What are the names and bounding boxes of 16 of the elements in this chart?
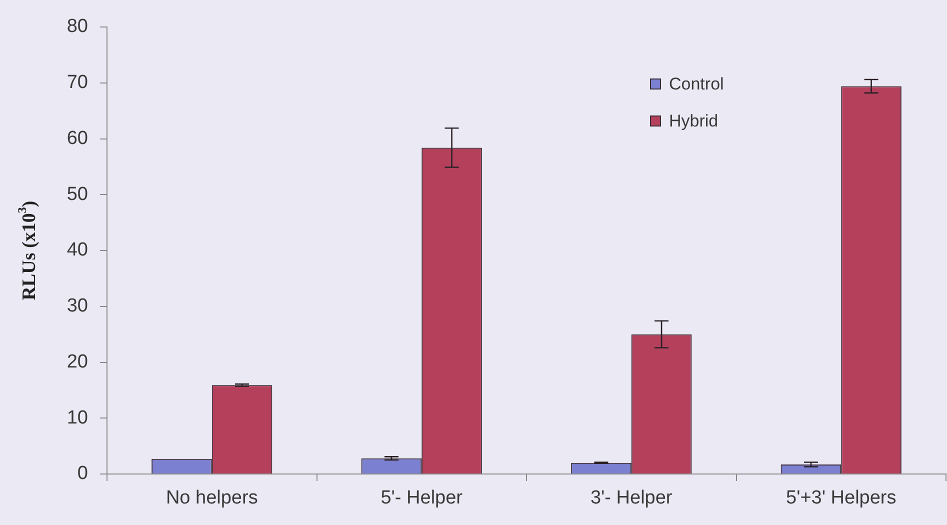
legend-label: Hybrid <box>669 112 718 131</box>
y-tick-label: 70 <box>66 72 88 94</box>
y-tick-label: 30 <box>66 296 88 317</box>
x-tick-label: No helpers <box>166 488 258 509</box>
y-tick-label: 40 <box>66 240 88 261</box>
legend-label: Control <box>669 74 724 94</box>
x-tick-label: 5'+3' Helpers <box>786 488 896 509</box>
y-tick-label: 20 <box>66 351 88 372</box>
y-axis-title: RLUs (x103) <box>15 200 40 300</box>
x-tick-label: 5'- Helper <box>380 488 464 509</box>
x-tick-label: 3'- Helper <box>590 488 673 509</box>
y-tick-label: 60 <box>66 128 88 149</box>
y-tick-label: 80 <box>66 16 88 38</box>
y-tick-label: 50 <box>66 184 88 205</box>
y-tick-label: 0 <box>77 463 88 484</box>
y-tick-label: 10 <box>66 407 88 428</box>
